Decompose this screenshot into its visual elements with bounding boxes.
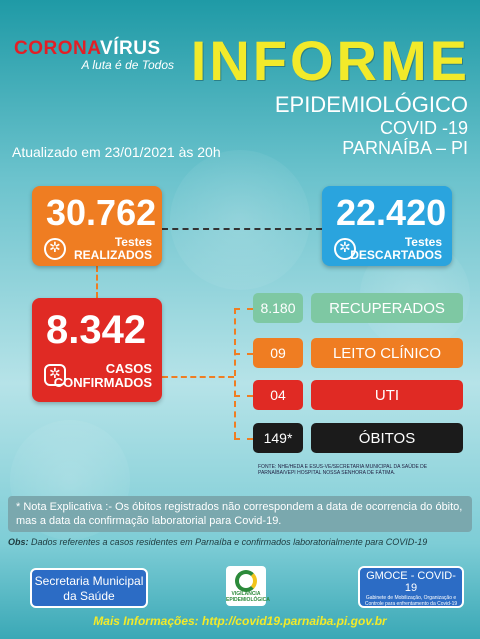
more-info-link[interactable]: Mais Informações: http://covid19.parnaib… <box>0 614 480 628</box>
drop-icon <box>44 238 66 260</box>
secretariat-line1: Secretaria Municipal <box>32 574 146 589</box>
logo-subtitle: A luta é de Todos <box>14 58 174 72</box>
page-subtitle: EPIDEMIOLÓGICO <box>275 92 468 118</box>
confirmed-cases-card: 8.342 CASOS CONFIRMADOS <box>32 298 162 402</box>
covid-label: COVID -19 <box>380 118 468 139</box>
obs-text: Dados referentes a casos residentes em P… <box>29 537 428 547</box>
tests-discarded-label-line2: DESCARTADOS <box>350 249 442 262</box>
background-virus-decoration <box>170 150 310 290</box>
obs-label: Obs: <box>8 537 29 547</box>
icu-value: 04 <box>253 380 303 410</box>
tests-done-label: Testes REALIZADOS <box>74 236 152 262</box>
gmoce-title: GMOCE - COVID-19 <box>360 570 462 594</box>
connector-line <box>234 395 253 397</box>
logo-virus-text: VÍRUS <box>100 38 161 59</box>
vigilancia-logo: VIGILÂNCIA EPIDEMIOLÓGICA <box>226 566 266 606</box>
deaths-label: ÓBITOS <box>311 423 463 453</box>
recovered-value: 8.180 <box>253 293 303 323</box>
explanatory-note: * Nota Explicativa :- Os óbitos registra… <box>8 496 472 532</box>
gmoce-subtitle: Gabinete de Mobilização, Organização e C… <box>360 595 462 607</box>
tests-done-value: 30.762 <box>46 192 156 234</box>
health-secretariat-badge: Secretaria Municipal da Saúde <box>30 568 148 608</box>
tests-done-label-line2: REALIZADOS <box>74 249 152 262</box>
logo-title: CORONAVÍRUS <box>14 38 174 60</box>
tests-discarded-value: 22.420 <box>336 192 446 234</box>
recovered-label: RECUPERADOS <box>311 293 463 323</box>
tests-discarded-card: 22.420 Testes DESCARTADOS <box>322 186 452 266</box>
clinical-bed-label: LEITO CLÍNICO <box>311 338 463 368</box>
confirmed-label-line2: CONFIRMADOS <box>54 376 152 390</box>
connector-line <box>234 438 253 440</box>
confirmed-cases-label: CASOS CONFIRMADOS <box>54 362 152 390</box>
vigilancia-logo-icon <box>235 570 257 592</box>
tests-done-card: 30.762 Testes REALIZADOS <box>32 186 162 266</box>
updated-date: Atualizado em 23/01/2021 às 20h <box>12 144 221 160</box>
connector-line <box>234 353 253 355</box>
icu-label: UTI <box>311 380 463 410</box>
tests-discarded-label: Testes DESCARTADOS <box>350 236 442 262</box>
connector-line <box>162 376 234 378</box>
connector-line <box>162 228 322 230</box>
gmoce-badge: GMOCE - COVID-19 Gabinete de Mobilização… <box>358 566 464 608</box>
connector-line <box>234 308 236 438</box>
vigilancia-logo-text: VIGILÂNCIA EPIDEMIOLÓGICA <box>226 591 266 603</box>
connector-line <box>96 266 98 298</box>
observation: Obs: Dados referentes a casos residentes… <box>8 537 427 547</box>
logo-corona-text: CORONA <box>14 38 100 59</box>
clinical-bed-value: 09 <box>253 338 303 368</box>
corona-virus-logo: CORONAVÍRUS A luta é de Todos <box>14 38 174 72</box>
city-label: PARNAÍBA – PI <box>342 138 468 159</box>
confirmed-cases-value: 8.342 <box>46 308 146 353</box>
deaths-value: 149* <box>253 423 303 453</box>
source-text: FONTE: NHE/HEDA E ESUS-VE/SECRETARIA MUN… <box>258 464 458 476</box>
secretariat-line2: da Saúde <box>32 589 146 604</box>
confirmed-label-line1: CASOS <box>54 362 152 376</box>
page-title: INFORME <box>191 28 470 93</box>
connector-line <box>234 308 253 310</box>
